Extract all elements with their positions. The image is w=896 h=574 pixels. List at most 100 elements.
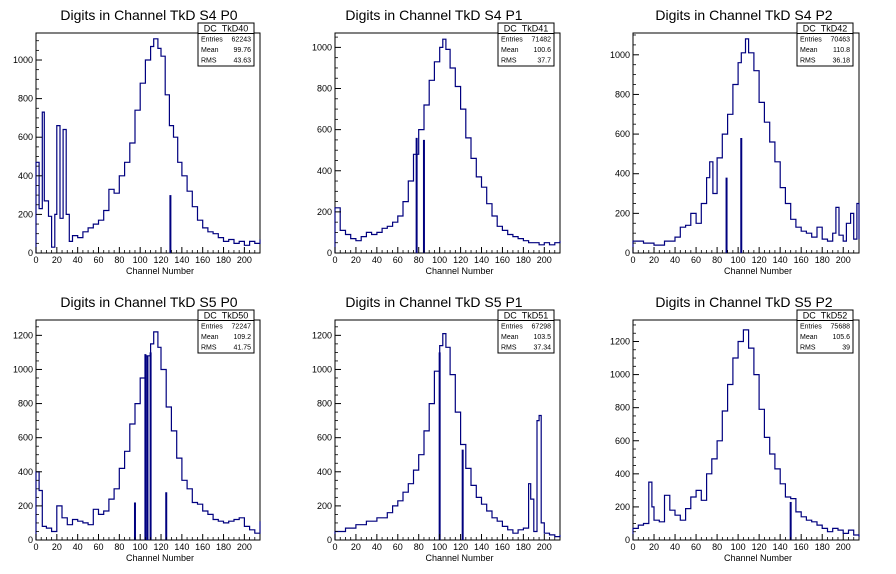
chart-title: Digits in Channel TkD S5 P0 [60,294,237,310]
y-tick-label: 1000 [610,50,630,60]
stats-label: RMS [501,345,517,352]
x-axis-label: Channel Number [724,266,792,276]
x-tick-label: 100 [432,542,447,552]
y-tick-label: 400 [317,166,332,176]
plot-frame [632,319,860,541]
x-tick-label: 20 [351,542,361,552]
x-tick-label: 0 [630,255,635,265]
y-tick-label: 0 [28,535,33,545]
y-tick-label: 600 [18,433,33,443]
chart-title: Digits in Channel TkD S4 P2 [655,7,832,23]
chart-title: Digits in Channel TkD S4 P0 [60,7,237,23]
x-tick-label: 120 [154,255,169,265]
histogram-panel: Digits in Channel TkD S5 P2 0 20 40 60 80 100 1… [610,294,860,563]
histogram-panel: Digits in Channel TkD S4 P1 0 20 40 60 80 100 1… [312,7,561,276]
stats-value: 36.18 [832,58,850,65]
y-tick-label: 200 [317,501,332,511]
y-tick-label: 1200 [13,330,33,340]
x-tick-label: 180 [216,542,231,552]
stats-label: RMS [201,58,217,65]
y-tick-label: 600 [615,129,630,139]
histogram-series [632,329,860,540]
y-tick-label: 0 [327,248,332,258]
x-tick-label: 120 [453,255,468,265]
y-tick-label: 400 [615,169,630,179]
histogram-series [632,38,860,253]
x-tick-label: 60 [691,542,701,552]
x-tick-label: 100 [731,255,746,265]
x-tick-label: 140 [174,542,189,552]
x-tick-label: 120 [752,542,767,552]
stats-label: Entries [501,324,523,331]
x-tick-label: 40 [73,255,83,265]
x-tick-label: 120 [752,255,767,265]
y-tick-label: 400 [18,467,33,477]
stats-value: 75688 [831,324,851,331]
histogram-panel: Digits in Channel TkD S4 P0 0 20 40 60 80 100 1… [13,7,261,276]
y-tick-label: 200 [615,208,630,218]
x-tick-label: 200 [537,255,552,265]
plot-frame [334,319,561,541]
y-tick-label: 600 [18,132,33,142]
stats-box-name: DC_TkD51 [504,311,549,321]
x-tick-label: 20 [649,542,659,552]
x-tick-label: 20 [52,542,62,552]
x-tick-label: 140 [174,255,189,265]
x-tick-label: 180 [216,255,231,265]
stats-value: 109.2 [233,334,251,341]
stats-label: Entries [201,324,223,331]
y-tick-label: 1000 [13,55,33,65]
histogram-series [35,38,261,253]
x-tick-label: 20 [351,255,361,265]
y-tick-label: 600 [615,436,630,446]
stats-value: 43.63 [233,58,251,65]
histogram-series [334,38,561,253]
x-tick-label: 120 [154,542,169,552]
stats-box: DC_TkD42 Entries 70463 Mean 110.8 RMS 36.18 [796,22,854,67]
x-tick-label: 80 [712,255,722,265]
x-tick-label: 60 [94,542,104,552]
stats-label: Entries [501,37,523,44]
x-tick-label: 180 [815,542,830,552]
stats-value: 70463 [831,37,851,44]
stats-box-name: DC_TkD41 [504,24,549,34]
x-tick-label: 160 [794,255,809,265]
y-tick-label: 0 [625,535,630,545]
x-axis-label: Channel Number [425,266,493,276]
stats-label: RMS [501,58,517,65]
stats-box-name: DC_TkD42 [803,24,848,34]
histogram-panel: Digits in Channel TkD S5 P0 0 20 40 60 80 100 1… [13,294,261,563]
y-tick-label: 1000 [312,364,332,374]
chart-title: Digits in Channel TkD S5 P1 [345,294,522,310]
x-tick-label: 200 [836,542,851,552]
x-axis-label: Channel Number [126,266,194,276]
x-tick-label: 100 [133,255,148,265]
x-tick-label: 100 [133,542,148,552]
x-tick-label: 0 [33,255,38,265]
x-tick-label: 200 [237,542,252,552]
chart-title: Digits in Channel TkD S4 P1 [345,7,522,23]
histogram-series [334,333,561,540]
stats-label: Mean [201,47,219,54]
x-tick-label: 100 [731,542,746,552]
stats-box-name: DC_TkD40 [204,24,249,34]
histogram-series [35,331,261,540]
x-tick-label: 160 [195,255,210,265]
x-tick-label: 140 [474,255,489,265]
stats-label: RMS [800,58,816,65]
x-tick-label: 160 [195,542,210,552]
plot-frame [35,32,261,254]
x-tick-label: 80 [414,255,424,265]
stats-label: RMS [800,345,816,352]
plot-frame [334,32,561,254]
chart-title: Digits in Channel TkD S5 P2 [655,294,832,310]
y-tick-label: 400 [18,171,33,181]
x-tick-label: 120 [453,542,468,552]
stats-value: 62243 [232,37,252,44]
x-tick-label: 20 [649,255,659,265]
y-tick-label: 800 [317,399,332,409]
stats-label: Entries [800,37,822,44]
x-tick-label: 60 [691,255,701,265]
x-tick-label: 40 [670,542,680,552]
